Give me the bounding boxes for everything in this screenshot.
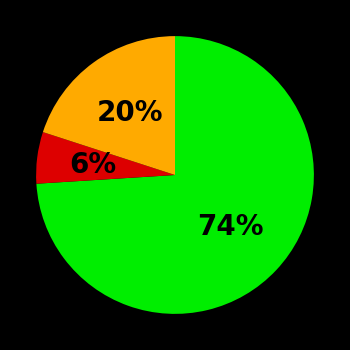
Text: 74%: 74% — [197, 213, 264, 241]
Wedge shape — [43, 36, 175, 175]
Text: 6%: 6% — [69, 150, 116, 178]
Wedge shape — [36, 36, 314, 314]
Wedge shape — [36, 132, 175, 184]
Text: 20%: 20% — [97, 99, 163, 127]
